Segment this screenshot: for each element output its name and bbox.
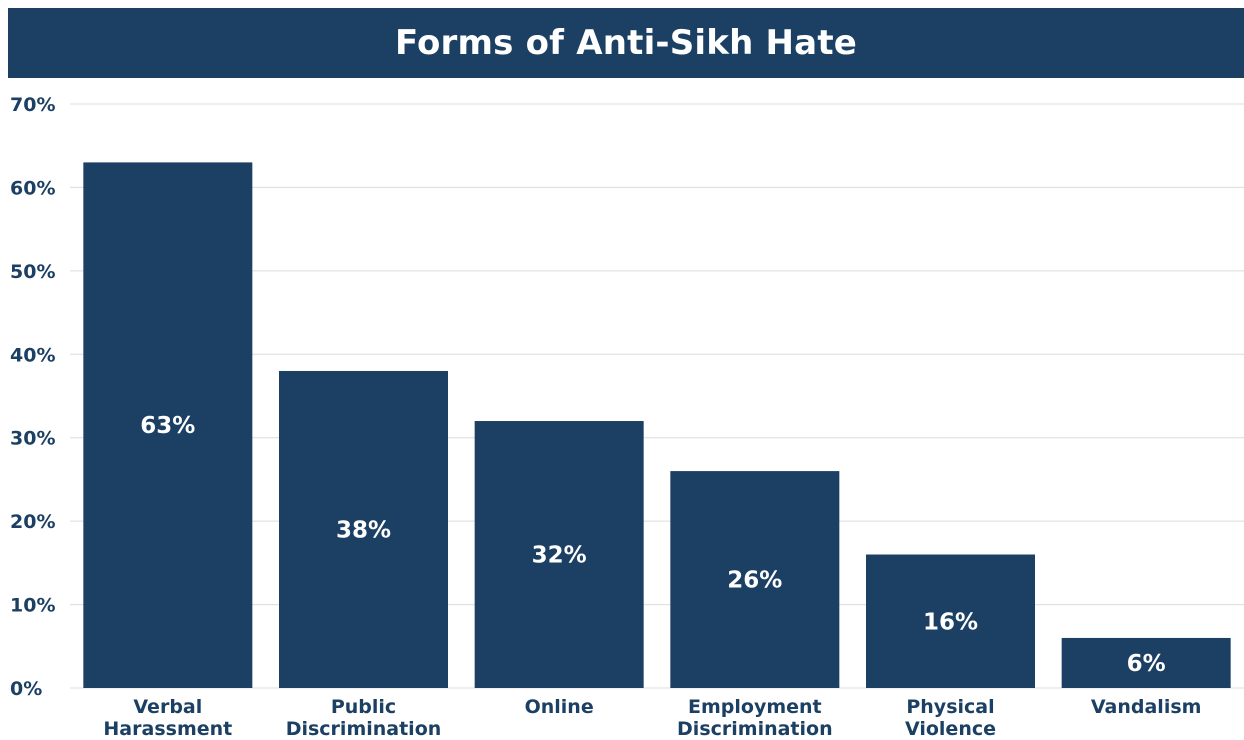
data-labels: 63% 38% 32% 26% 16% 6% [140,413,1165,677]
bar [83,162,253,688]
bar [866,554,1035,688]
bar [279,370,448,688]
category-label: Vandalism [1091,696,1202,718]
gridlines [70,103,1244,689]
category-label: Online [525,696,594,718]
y-tick-label: 10% [10,595,55,617]
category-label-line: Discrimination [677,718,833,740]
y-tick-label: 0% [10,678,42,700]
category-label-line: Employment [688,696,822,718]
category-label-line: Discrimination [286,718,442,740]
bars [83,162,1231,688]
y-axis-ticks: 0% 10% 20% 30% 40% 50% 60% 70% [10,94,55,700]
category-label-line: Verbal [133,696,202,718]
category-label-line: Violence [905,718,996,740]
category-label: Physical Violence [905,696,996,740]
data-label: 32% [532,543,587,569]
bar [670,471,840,688]
data-label: 6% [1127,651,1166,677]
bar [1061,637,1231,688]
category-label: Employment Discrimination [677,696,833,740]
category-label-line: Physical [906,696,994,718]
category-label: Public Discrimination [286,696,442,740]
data-label: 38% [336,517,391,543]
category-label-line: Vandalism [1091,696,1202,718]
y-tick-label: 70% [10,94,55,116]
data-label: 63% [140,413,195,439]
data-label: 16% [923,609,978,635]
y-tick-label: 20% [10,511,55,533]
category-label: Verbal Harassment [103,696,232,740]
y-tick-label: 50% [10,261,55,283]
y-tick-label: 40% [10,344,55,366]
y-tick-label: 60% [10,177,55,199]
category-label-line: Harassment [103,718,232,740]
data-label: 26% [727,568,782,594]
bar [474,421,644,688]
category-label-line: Online [525,696,594,718]
category-label-line: Public [331,696,396,718]
y-tick-label: 30% [10,428,55,450]
chart-title: Forms of Anti-Sikh Hate [8,8,1244,78]
